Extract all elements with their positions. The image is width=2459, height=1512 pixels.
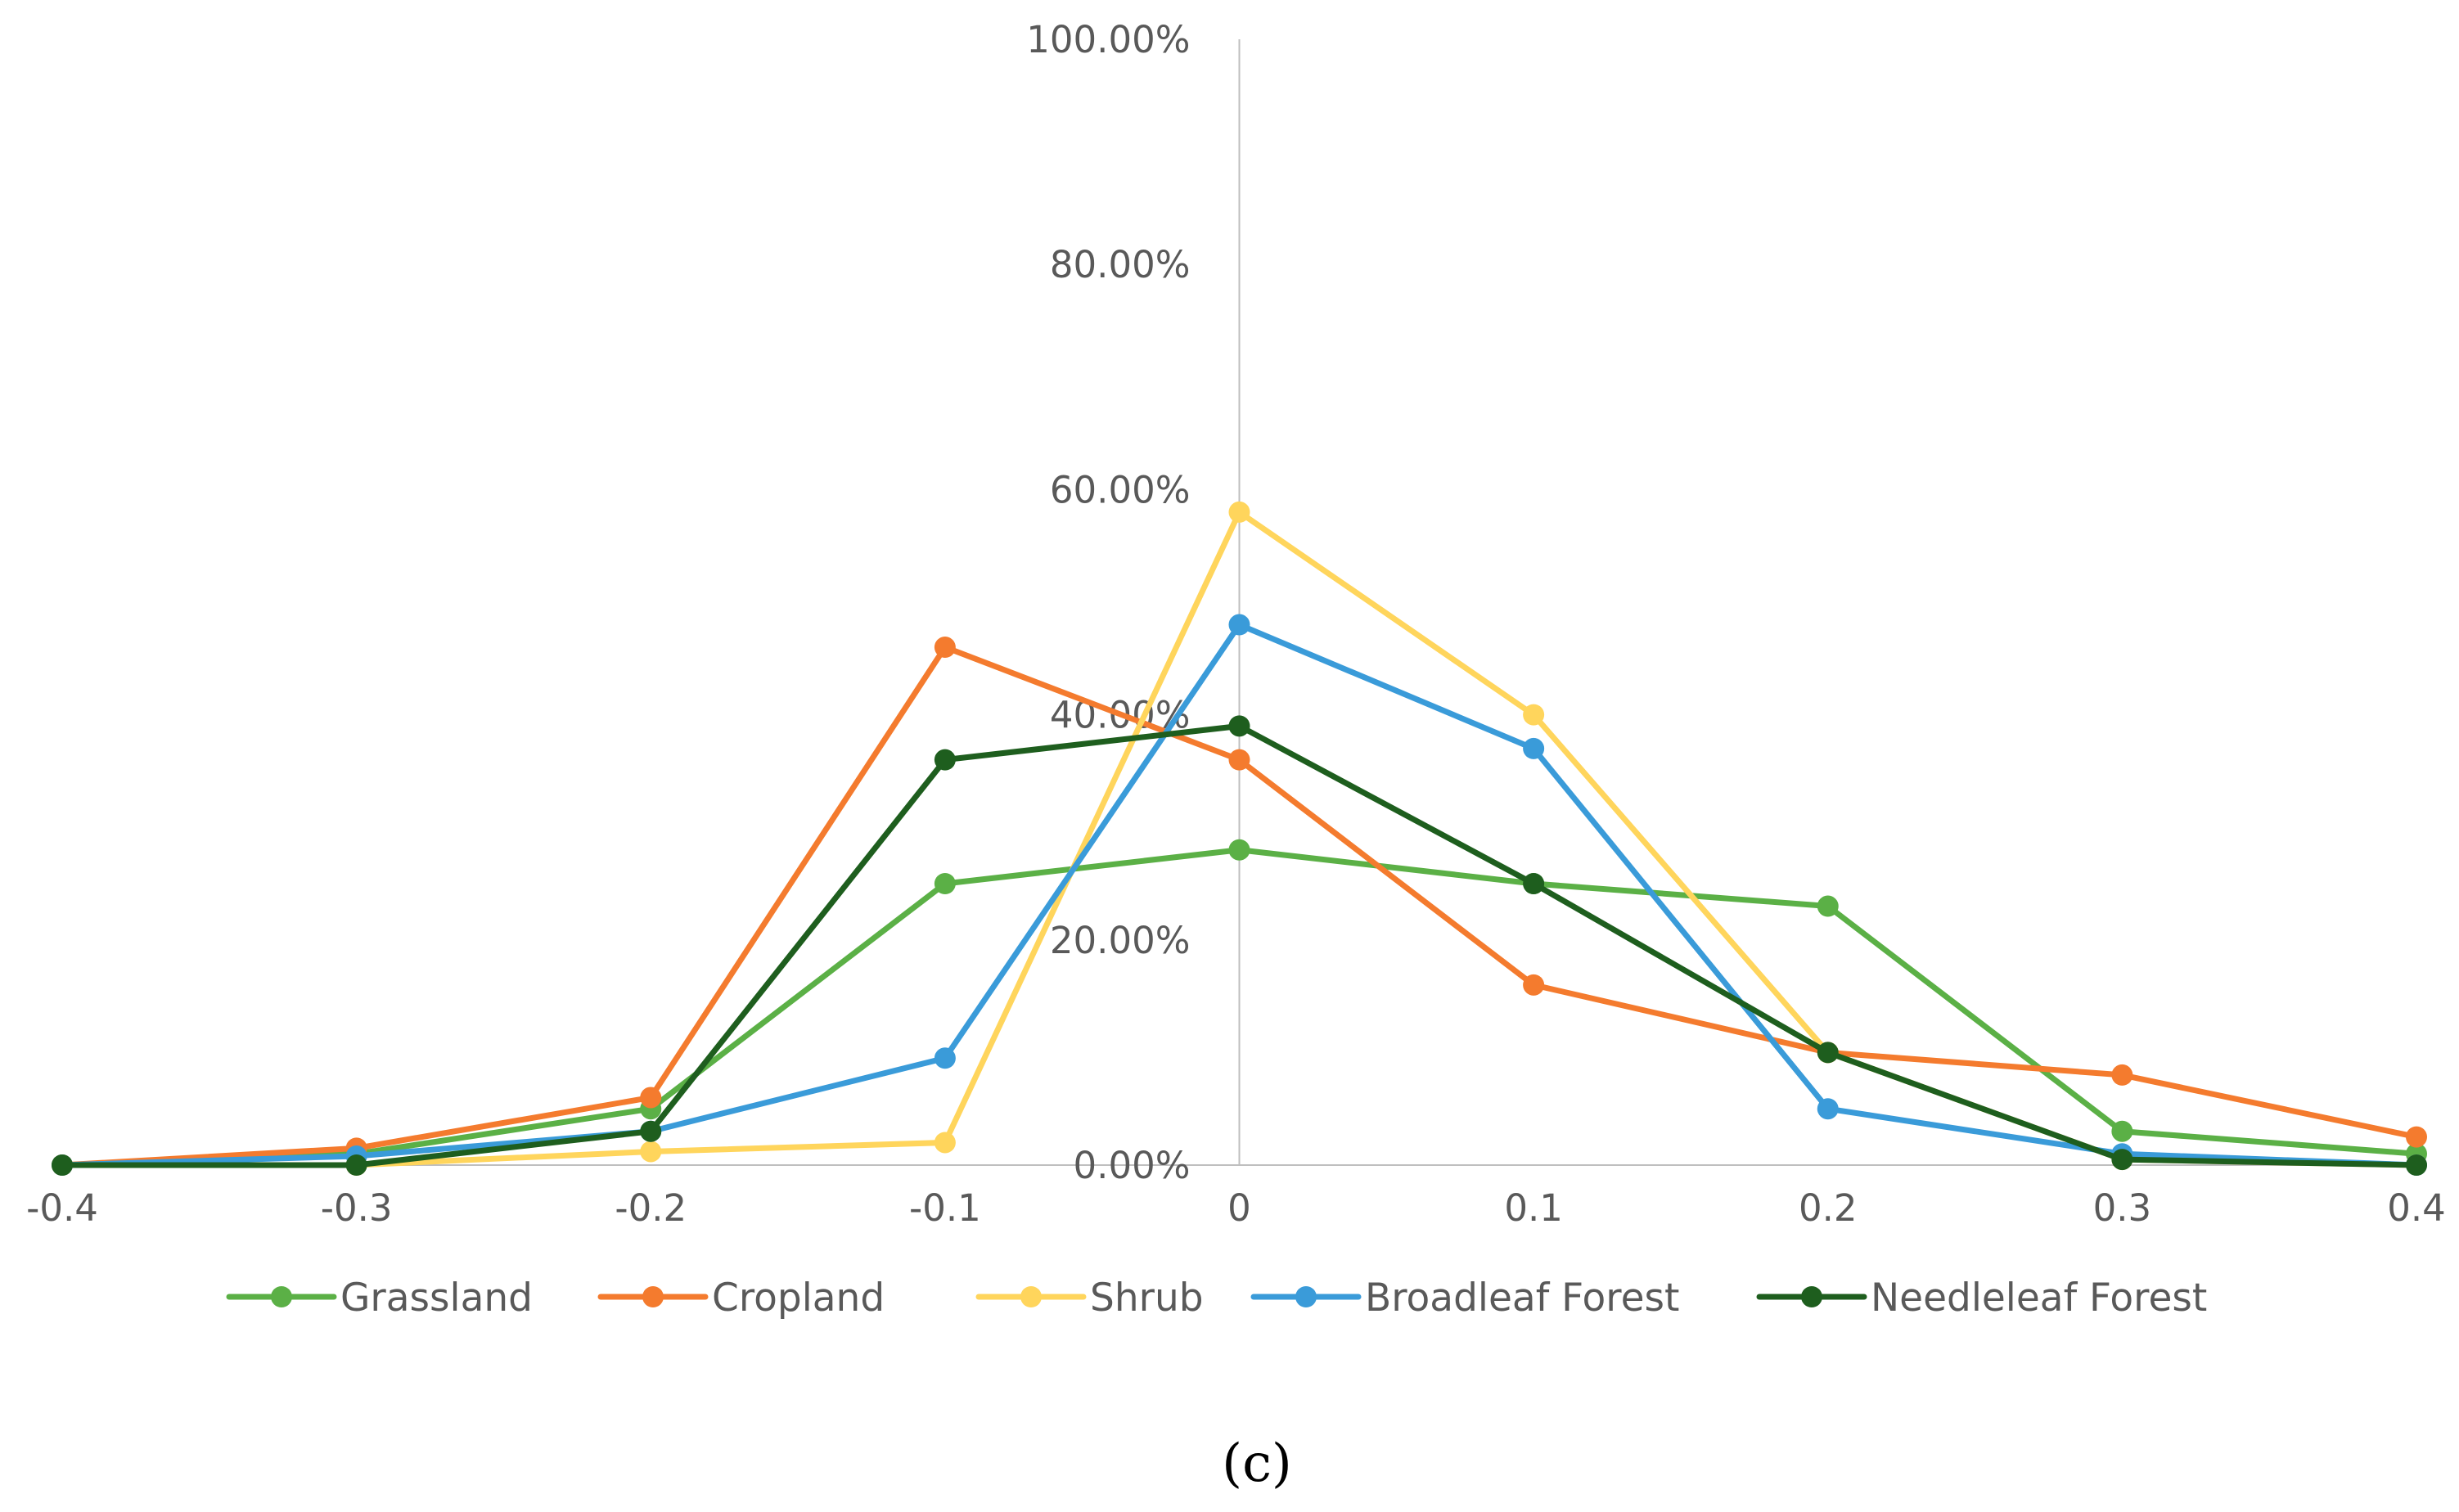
x-tick-label: 0 (1227, 1186, 1251, 1230)
data-point-needleleaf-forest (1228, 715, 1250, 737)
data-point-cropland (1523, 974, 1545, 996)
data-point-cropland (2406, 1126, 2427, 1148)
data-point-needleleaf-forest (640, 1120, 662, 1142)
axes: 0.00%20.00%40.00%60.00%80.00%100.00%-0.4… (26, 18, 2446, 1230)
legend-label-cropland: Cropland (712, 1276, 885, 1321)
data-point-needleleaf-forest (1817, 1042, 1839, 1064)
series-layer (52, 501, 2427, 1176)
x-tick-label: -0.4 (26, 1186, 98, 1230)
panel-label: (c) (1222, 1433, 1292, 1494)
y-tick-label: 80.00% (1050, 243, 1191, 286)
legend-item-broadleaf-forest: Broadleaf Forest (1250, 1276, 1679, 1321)
data-point-broadleaf-forest (934, 1047, 956, 1069)
data-point-shrub (640, 1141, 662, 1163)
legend-item-needleleaf-forest: Needleleaf Forest (1756, 1276, 2207, 1321)
x-tick-label: -0.3 (321, 1186, 393, 1230)
y-tick-label: 60.00% (1050, 468, 1191, 511)
x-tick-label: 0.4 (2387, 1186, 2446, 1230)
data-point-needleleaf-forest (934, 749, 956, 771)
data-point-cropland (934, 637, 956, 659)
y-tick-label: 100.00% (1026, 18, 1190, 61)
data-point-shrub (1228, 501, 1250, 523)
data-point-broadleaf-forest (1523, 737, 1545, 759)
data-point-grassland (2111, 1120, 2133, 1142)
data-point-cropland (640, 1087, 662, 1109)
legend-item-grassland: Grassland (226, 1276, 533, 1321)
legend-marker-needleleaf-forest (1801, 1286, 1822, 1307)
data-point-grassland (934, 873, 956, 894)
data-point-broadleaf-forest (1817, 1098, 1839, 1120)
data-point-needleleaf-forest (1523, 873, 1545, 894)
data-point-grassland (1817, 895, 1839, 917)
legend-marker-cropland (642, 1286, 664, 1307)
legend-label-needleleaf-forest: Needleleaf Forest (1871, 1276, 2207, 1321)
legend-label-grassland: Grassland (340, 1276, 533, 1321)
series-needleleaf-forest (52, 715, 2427, 1176)
x-tick-label: 0.2 (1799, 1186, 1858, 1230)
data-point-broadleaf-forest (1228, 614, 1250, 636)
data-point-shrub (1523, 704, 1545, 726)
legend: Grassland Cropland Shrub Broadleaf Forest Ne… (226, 1276, 2207, 1321)
data-point-needleleaf-forest (345, 1154, 367, 1176)
legend-item-cropland: Cropland (597, 1276, 885, 1321)
legend-marker-shrub (1020, 1286, 1042, 1307)
data-point-cropland (2111, 1064, 2133, 1086)
y-tick-label: 20.00% (1050, 919, 1191, 962)
legend-item-shrub: Shrub (975, 1276, 1204, 1321)
x-tick-label: -0.1 (909, 1186, 981, 1230)
y-tick-label: 0.00% (1074, 1144, 1191, 1187)
data-point-cropland (1228, 749, 1250, 771)
data-point-shrub (934, 1132, 956, 1154)
data-point-needleleaf-forest (2111, 1149, 2133, 1171)
x-tick-label: -0.2 (615, 1186, 687, 1230)
legend-label-shrub: Shrub (1090, 1276, 1204, 1321)
legend-label-broadleaf-forest: Broadleaf Forest (1365, 1276, 1679, 1321)
legend-marker-broadleaf-forest (1295, 1286, 1317, 1307)
x-tick-label: 0.3 (2093, 1186, 2152, 1230)
data-point-needleleaf-forest (52, 1154, 73, 1176)
data-point-grassland (1228, 839, 1250, 861)
data-point-needleleaf-forest (2406, 1154, 2427, 1176)
x-tick-label: 0.1 (1504, 1186, 1563, 1230)
legend-marker-grassland (271, 1286, 292, 1307)
